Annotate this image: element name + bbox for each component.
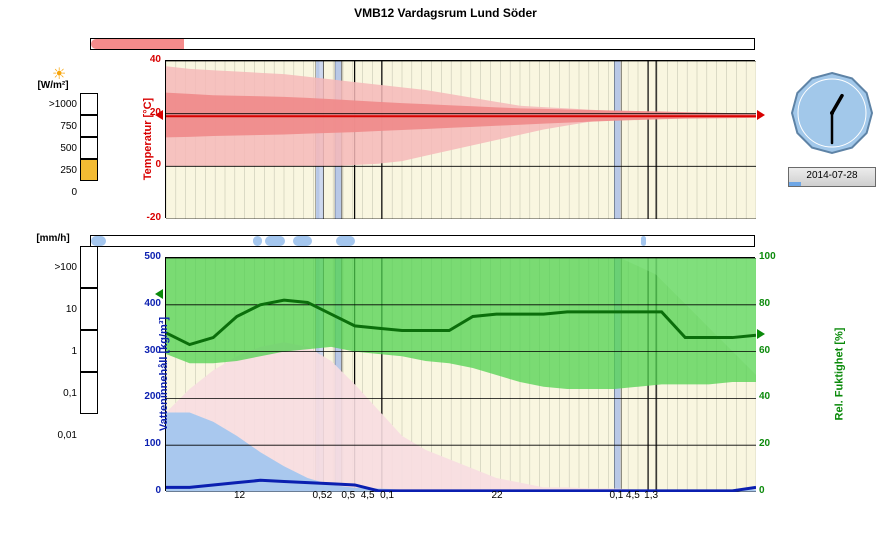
x-tick: 4,5 bbox=[361, 490, 375, 501]
y-tick-right: 0 bbox=[759, 485, 787, 496]
scale-row: 500 bbox=[8, 137, 98, 159]
scale-row: >1000 bbox=[8, 93, 98, 115]
scale-cell bbox=[80, 115, 98, 137]
scale-tick: 750 bbox=[44, 121, 80, 132]
scale-cell bbox=[80, 372, 98, 414]
clock-panel: 2014-07-28 bbox=[787, 70, 877, 187]
y-tick-right: 100 bbox=[759, 251, 787, 262]
humidity-minibar bbox=[90, 235, 755, 247]
y-tick: 40 bbox=[133, 54, 161, 65]
x-tick: 0,1 bbox=[380, 490, 394, 501]
scale-cell bbox=[80, 330, 98, 372]
scale-row: 10 bbox=[8, 288, 98, 330]
scale-tick: 500 bbox=[44, 143, 80, 154]
water-content-y-label: Vatteninnehåll [kg/m³] bbox=[158, 317, 170, 431]
left-scale-column: [W/m²] >1000 750 500 250 0 [mm/h] >100 10 1 0,1… bbox=[8, 60, 98, 456]
y-tick-left: 200 bbox=[131, 391, 161, 402]
y-tick-left: 500 bbox=[131, 251, 161, 262]
scale-tick: 1 bbox=[44, 346, 80, 357]
scale-tick: 10 bbox=[44, 304, 80, 315]
scale-row: 750 bbox=[8, 115, 98, 137]
x-tick: 22 bbox=[491, 490, 502, 501]
scale-cell bbox=[80, 137, 98, 159]
y-tick-right: 80 bbox=[759, 298, 787, 309]
scale-tick: 0,01 bbox=[44, 430, 80, 441]
scale-cell bbox=[80, 93, 98, 115]
scale-row: 0 bbox=[8, 181, 98, 203]
x-tick: 4,5 bbox=[626, 490, 640, 501]
scale-cell bbox=[80, 159, 98, 181]
clock-icon bbox=[789, 70, 875, 156]
scale-row: 1 bbox=[8, 330, 98, 372]
irradiance-scale: [W/m²] >1000 750 500 250 0 bbox=[8, 80, 98, 203]
scale-row: 250 bbox=[8, 159, 98, 181]
scale-tick: >1000 bbox=[44, 99, 80, 110]
temp-marker-right bbox=[757, 110, 765, 120]
rh-marker-right bbox=[757, 329, 765, 339]
humidity-svg bbox=[166, 258, 756, 492]
x-tick: 0,5 bbox=[341, 490, 355, 501]
y-tick-left: 100 bbox=[131, 438, 161, 449]
scale-tick: 0 bbox=[44, 187, 80, 198]
y-tick-left: 400 bbox=[131, 298, 161, 309]
y-tick: 0 bbox=[133, 159, 161, 170]
rel-humidity-y-label: Rel. Fuktighet [%] bbox=[833, 328, 845, 421]
scale-tick: >100 bbox=[44, 262, 80, 273]
humidity-chart: 120,520,54,50,1220,14,51,3 bbox=[165, 257, 755, 491]
chart-title: VMB12 Vardagsrum Lund Söder bbox=[0, 0, 891, 20]
y-tick: -20 bbox=[133, 212, 161, 223]
precip-scale: [mm/h] >100 10 1 0,1 0,01 bbox=[8, 233, 98, 456]
date-badge: 2014-07-28 bbox=[788, 167, 876, 187]
y-tick-right: 60 bbox=[759, 345, 787, 356]
temperature-minibar bbox=[90, 38, 755, 50]
scale-row: 0,01 bbox=[8, 414, 98, 456]
x-tick: 2 bbox=[327, 490, 333, 501]
scale-row: >100 bbox=[8, 246, 98, 288]
x-ticks: 120,520,54,50,1220,14,51,3 bbox=[166, 490, 754, 506]
scale-tick: 0,1 bbox=[44, 388, 80, 399]
y-tick-right: 40 bbox=[759, 391, 787, 402]
temp-marker-left bbox=[155, 110, 163, 120]
rh-marker-left bbox=[155, 289, 163, 299]
irradiance-label: [W/m²] bbox=[8, 80, 98, 91]
x-tick: 1,3 bbox=[644, 490, 658, 501]
x-tick: 0,1 bbox=[609, 490, 623, 501]
precip-label: [mm/h] bbox=[8, 233, 98, 244]
temperature-svg bbox=[166, 61, 756, 219]
scale-tick: 250 bbox=[44, 165, 80, 176]
scale-row: 0,1 bbox=[8, 372, 98, 414]
temperature-chart bbox=[165, 60, 755, 218]
scale-cell bbox=[80, 246, 98, 288]
y-tick-left: 0 bbox=[131, 485, 161, 496]
y-tick-right: 20 bbox=[759, 438, 787, 449]
scale-cell bbox=[80, 288, 98, 330]
y-tick-left: 300 bbox=[131, 345, 161, 356]
x-tick: 0,5 bbox=[313, 490, 327, 501]
x-tick: 12 bbox=[234, 490, 245, 501]
